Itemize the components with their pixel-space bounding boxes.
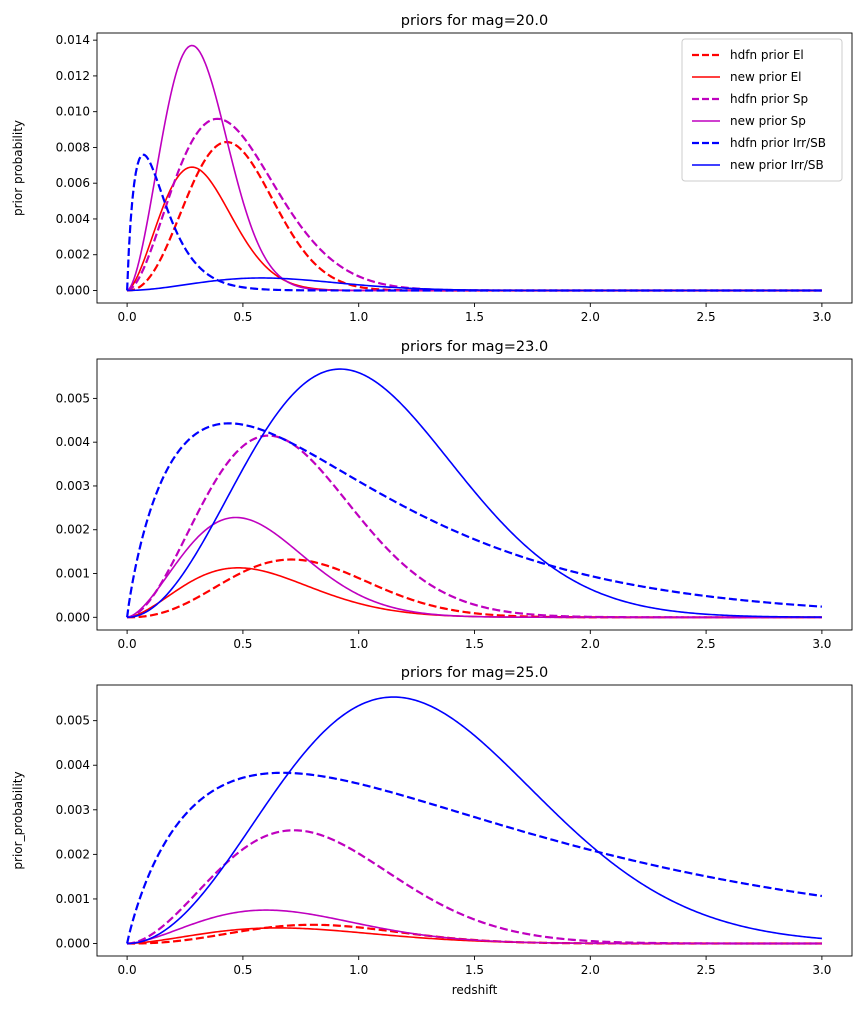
legend-entry: new prior El: [730, 70, 802, 84]
chart-panel-2: 0.0 0.5 1.0 1.5 2.0 2.5 3.0 0.000 0.001 0.002 0.00…: [56, 339, 853, 651]
y-axis-label: prior_probability: [11, 771, 25, 869]
x-tick-label: 0.0: [118, 637, 137, 651]
x-tick-label: 2.5: [697, 637, 716, 651]
y-tick-label: 0.004: [56, 212, 90, 226]
y-tick-label: 0.005: [56, 391, 90, 405]
series-group: [126, 368, 822, 619]
y-tick-label: 0.001: [56, 892, 90, 906]
x-tick-label: 0.5: [233, 963, 252, 977]
x-tick-label: 0.5: [233, 637, 252, 651]
y-tick-label: 0.014: [56, 33, 90, 47]
y-tick-label: 0.002: [56, 523, 90, 537]
series-line-6: [127, 277, 822, 292]
y-tick-label: 0.000: [56, 283, 90, 297]
series-group: [126, 44, 822, 292]
y-tick-label: 0.003: [56, 479, 90, 493]
series-line-4: [126, 516, 822, 619]
series-line-5: [126, 422, 822, 618]
series-line-6: [127, 368, 822, 619]
legend-entry: hdfn prior Irr/SB: [730, 136, 826, 150]
y-tick-label: 0.005: [56, 714, 90, 728]
x-tick-label: 2.0: [581, 637, 600, 651]
legend: hdfn prior El new prior El hdfn prior Sp ne…: [681, 38, 843, 182]
chart-title: priors for mag=20.0: [401, 13, 548, 29]
legend-entry: hdfn prior Sp: [730, 92, 808, 106]
x-tick-label: 0.0: [118, 310, 137, 324]
x-tick-label: 0.5: [233, 310, 252, 324]
y-tick-label: 0.000: [56, 610, 90, 624]
chart-title: priors for mag=23.0: [401, 339, 548, 355]
x-tick-label: 2.0: [581, 310, 600, 324]
y-tick-label: 0.010: [56, 105, 90, 119]
series-line-4: [127, 909, 822, 945]
y-tick-label: 0.008: [56, 140, 90, 154]
x-tick-label: 2.5: [697, 963, 716, 977]
x-tick-label: 3.0: [812, 637, 831, 651]
y-tick-label: 0.003: [56, 803, 90, 817]
series-group: [126, 696, 823, 945]
x-tick-label: 1.0: [349, 310, 368, 324]
legend-entry: hdfn prior El: [730, 48, 804, 62]
chart-panel-3: 0.0 0.5 1.0 1.5 2.0 2.5 3.0 0.000 0.001 0.002 0.00…: [11, 665, 853, 997]
y-tick-label: 0.002: [56, 847, 90, 861]
x-tick-label: 3.0: [812, 310, 831, 324]
x-tick-label: 1.5: [465, 310, 484, 324]
series-line-6: [127, 696, 822, 945]
series-line-5: [126, 771, 823, 944]
x-tick-label: 2.5: [697, 310, 716, 324]
x-tick-label: 1.0: [349, 963, 368, 977]
x-tick-label: 3.0: [812, 963, 831, 977]
x-tick-label: 1.0: [349, 637, 368, 651]
y-tick-label: 0.004: [56, 435, 90, 449]
chart-title: priors for mag=25.0: [401, 665, 548, 681]
chart-panel-1: 0.0 0.5 1.0 1.5 2.0 2.5 3.0 0.000 0.002 0.004 0.00…: [11, 13, 853, 324]
x-tick-label: 2.0: [581, 963, 600, 977]
legend-entry: new prior Irr/SB: [730, 158, 824, 172]
x-tick-label: 0.0: [118, 963, 137, 977]
x-axis-label: redshift: [452, 983, 498, 997]
x-tick-label: 1.5: [465, 637, 484, 651]
y-axis-label: prior probability: [11, 120, 25, 216]
y-tick-label: 0.006: [56, 176, 90, 190]
y-tick-label: 0.001: [56, 567, 90, 581]
y-tick-label: 0.004: [56, 758, 90, 772]
x-tick-label: 1.5: [465, 963, 484, 977]
y-tick-label: 0.012: [56, 69, 90, 83]
y-tick-label: 0.002: [56, 248, 90, 262]
legend-entry: new prior Sp: [730, 114, 806, 128]
legend-box: [681, 38, 843, 182]
y-tick-label: 0.000: [56, 937, 90, 951]
